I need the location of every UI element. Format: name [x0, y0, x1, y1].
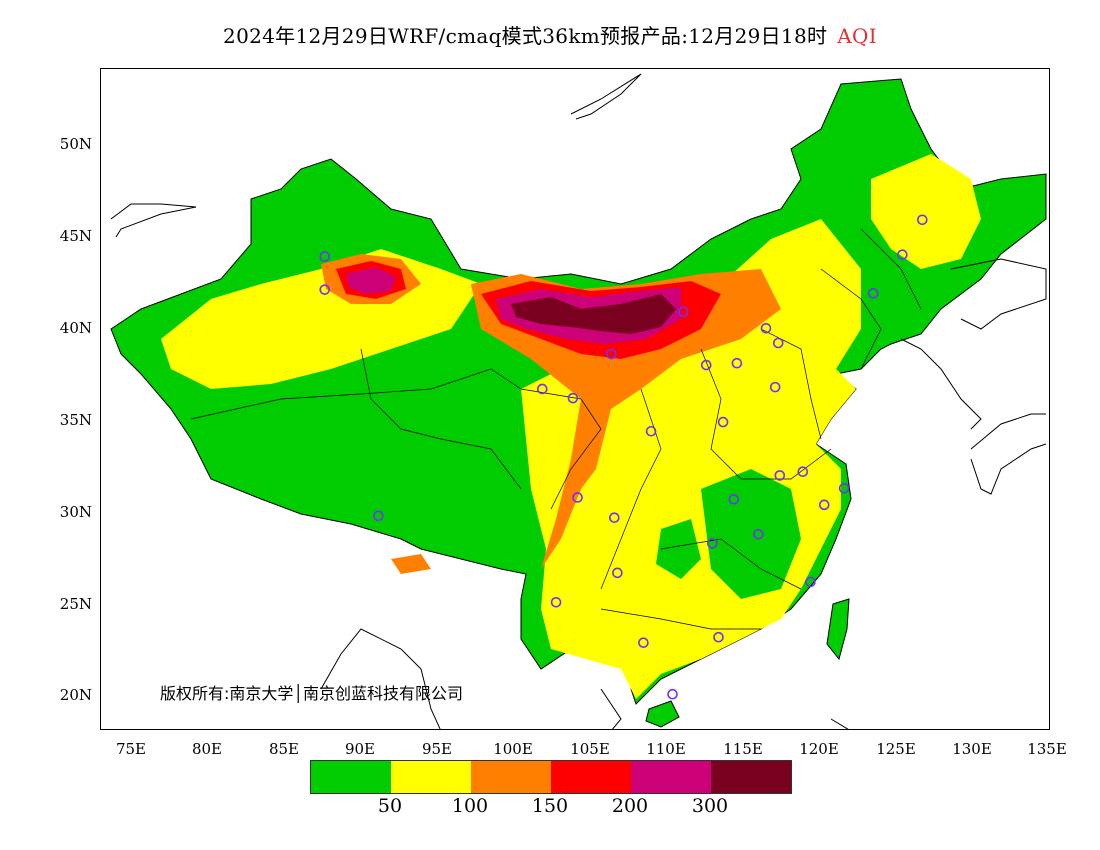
station-marker — [638, 637, 649, 649]
station-marker — [772, 337, 784, 349]
station-marker — [645, 425, 657, 437]
lon-label-120e: 120E — [799, 740, 839, 758]
station-marker — [700, 359, 712, 371]
station-marker — [713, 631, 724, 643]
station-marker — [805, 576, 816, 588]
station-marker — [667, 688, 678, 700]
zone-good-south — [656, 519, 701, 579]
lat-label-40n: 40N — [59, 319, 92, 337]
legend-label-150: 150 — [531, 795, 569, 817]
lon-label-100e: 100E — [493, 740, 533, 758]
station-marker — [728, 493, 740, 505]
station-marker — [753, 528, 764, 540]
neighbor-coastlines — [110, 73, 1047, 729]
zone-good-central — [701, 469, 801, 599]
station-marker — [717, 416, 729, 428]
station-marker — [550, 596, 562, 608]
station-marker — [731, 357, 743, 369]
legend-label-100: 100 — [451, 795, 489, 817]
lon-label-125e: 125E — [876, 740, 916, 758]
lat-label-20n: 20N — [59, 686, 92, 704]
lat-label-50n: 50N — [59, 135, 92, 153]
title-main: 2024年12月29日WRF/cmaq模式36km预报产品:12月29日18时 — [223, 24, 828, 48]
legend-swatch-very-unhealthy — [631, 761, 711, 793]
legend-swatch-sensitive — [471, 761, 551, 793]
taiwan-island — [826, 598, 850, 661]
lon-label-85e: 85E — [268, 740, 300, 758]
station-marker — [536, 383, 548, 395]
station-marker — [838, 482, 850, 494]
zone-sensitive-north — [471, 269, 781, 569]
hainan-island — [645, 700, 680, 728]
station-marker — [677, 306, 689, 318]
legend-swatch-unhealthy — [551, 761, 631, 793]
lon-label-90e: 90E — [344, 740, 376, 758]
station-marker — [867, 288, 879, 299]
station-marker — [797, 466, 809, 478]
station-marker — [319, 284, 331, 295]
lon-label-110e: 110E — [646, 740, 686, 758]
legend-swatch-good — [311, 761, 391, 793]
station-marker — [567, 392, 579, 404]
zone-moderate-northeast — [871, 154, 981, 269]
legend-label-200: 200 — [611, 795, 649, 817]
chart-title: 2024年12月29日WRF/cmaq模式36km预报产品:12月29日18时 A… — [0, 20, 1100, 49]
lon-label-115e: 115E — [723, 740, 763, 758]
station-marker — [760, 322, 772, 334]
zone-very-unhealthy-west — [346, 267, 396, 294]
map-frame — [100, 68, 1050, 730]
station-markers — [319, 214, 928, 700]
legend-swatch-hazardous — [711, 761, 791, 793]
station-marker — [373, 510, 384, 522]
station-marker — [774, 470, 786, 481]
zone-sensitive-sw — [391, 554, 431, 574]
station-marker — [707, 538, 718, 549]
station-marker — [605, 348, 617, 360]
station-marker — [897, 249, 908, 261]
station-marker — [572, 492, 583, 503]
aqi-map — [110, 73, 1047, 729]
lat-label-30n: 30N — [59, 503, 92, 521]
station-marker — [818, 499, 830, 511]
title-variable: AQI — [837, 24, 877, 48]
lon-label-130e: 130E — [952, 740, 992, 758]
lon-label-75e: 75E — [115, 740, 147, 758]
zone-hazardous-north — [511, 294, 676, 334]
legend-label-50: 50 — [377, 795, 403, 817]
lat-label-35n: 35N — [59, 411, 92, 429]
station-marker — [609, 512, 620, 523]
color-legend — [310, 760, 792, 794]
legend-label-300: 300 — [691, 795, 729, 817]
legend-swatch-moderate — [391, 761, 471, 793]
province-borders — [190, 228, 922, 630]
lat-label-45n: 45N — [59, 227, 92, 245]
lon-label-105e: 105E — [570, 740, 610, 758]
station-marker — [612, 567, 623, 579]
lat-label-25n: 25N — [59, 595, 92, 613]
copyright-text: 版权所有:南京大学│南京创蓝科技有限公司 — [160, 684, 464, 703]
station-marker — [916, 214, 928, 226]
station-marker — [769, 381, 781, 393]
lon-label-95e: 95E — [421, 740, 453, 758]
lon-label-80e: 80E — [191, 740, 223, 758]
station-marker — [319, 251, 331, 262]
lon-label-135e: 135E — [1027, 740, 1067, 758]
